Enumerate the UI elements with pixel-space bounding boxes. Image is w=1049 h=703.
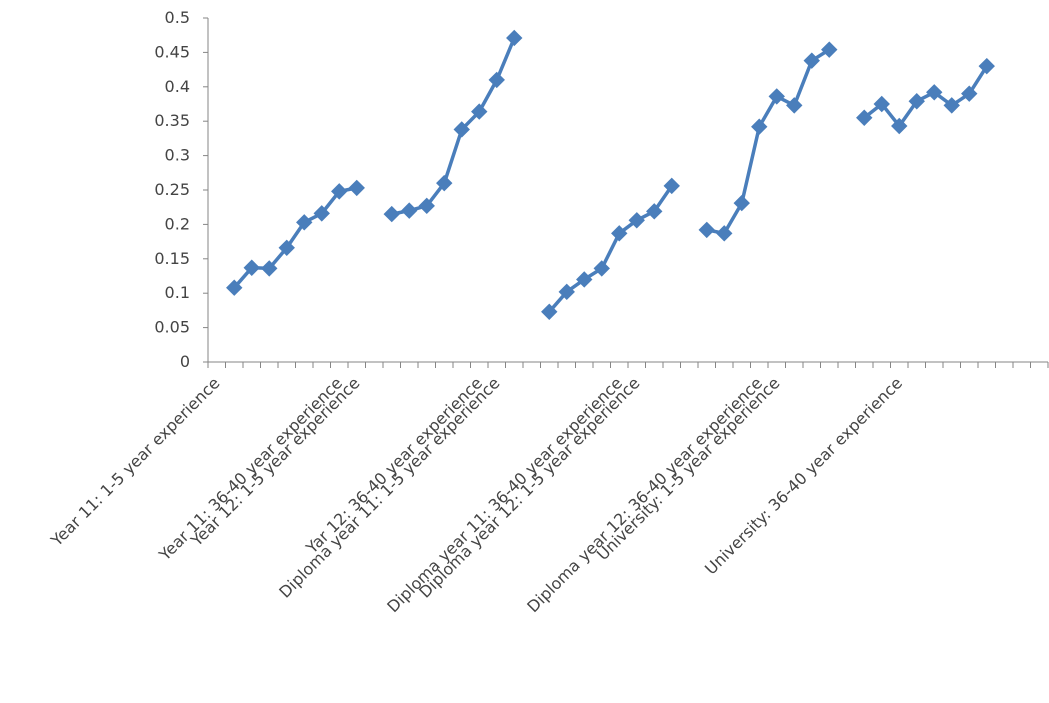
y-tick-label: 0.25 — [154, 180, 190, 199]
y-tick-label: 0.45 — [154, 42, 190, 61]
data-point-marker — [663, 177, 680, 195]
data-point-marker — [611, 225, 628, 242]
data-point-marker — [768, 88, 785, 105]
data-point-marker — [646, 203, 663, 220]
data-point-marker — [891, 117, 908, 135]
data-point-marker — [733, 194, 750, 212]
data-point-marker — [856, 109, 873, 126]
data-point-marker — [243, 259, 260, 276]
data-point-marker — [506, 29, 523, 47]
y-tick-label: 0.4 — [165, 77, 190, 96]
data-point-marker — [926, 84, 943, 101]
data-point-marker — [278, 239, 295, 256]
data-point-marker — [558, 283, 575, 301]
y-tick-label: 0.2 — [165, 214, 190, 233]
series-line-segment — [706, 48, 831, 236]
data-point-marker — [261, 260, 278, 277]
data-point-marker — [383, 205, 400, 223]
x-category-label: Diploma year 12: 36-40 year experience — [523, 373, 766, 616]
y-tick-label: 0.15 — [154, 249, 190, 268]
data-point-marker — [751, 118, 768, 135]
data-point-marker — [471, 103, 488, 120]
data-point-marker — [418, 197, 435, 215]
data-point-marker — [961, 85, 978, 102]
y-tick-label: 0.3 — [165, 146, 190, 165]
data-point-marker — [786, 97, 803, 114]
data-point-marker — [453, 121, 470, 138]
data-point-marker — [348, 179, 365, 197]
data-point-marker — [978, 57, 995, 75]
data-point-marker — [313, 205, 330, 222]
y-tick-label: 0.1 — [165, 283, 190, 302]
x-category-label: Diploma year 11: 36-40 year experience — [383, 373, 626, 616]
data-point-marker — [873, 95, 890, 113]
data-point-marker — [331, 183, 348, 200]
data-point-marker — [296, 214, 313, 231]
data-point-marker — [628, 212, 645, 229]
y-axis: 0 0.05 0.1 0.15 0.2 0.25 0.3 0.35 0.4 0.45 0.5 — [154, 8, 209, 371]
y-tick-label: 0 — [180, 352, 190, 371]
data-point-marker — [908, 93, 925, 110]
data-point-marker — [821, 41, 838, 58]
data-point-marker — [576, 271, 593, 288]
data-point-marker — [803, 52, 820, 69]
data-point-marker — [436, 174, 453, 192]
data-point-marker — [226, 279, 243, 296]
data-point-marker — [488, 71, 505, 89]
y-tick-label: 0.5 — [165, 8, 190, 27]
y-tick-label: 0.35 — [154, 111, 190, 130]
y-tick-label: 0.05 — [154, 318, 190, 337]
data-point-marker — [541, 303, 558, 320]
data-point-marker — [698, 221, 715, 239]
data-point-marker — [943, 97, 960, 114]
data-point-marker — [716, 225, 733, 242]
data-series — [226, 29, 995, 320]
data-point-marker — [593, 260, 610, 277]
data-point-marker — [401, 202, 418, 219]
series-line-segment — [391, 37, 516, 216]
